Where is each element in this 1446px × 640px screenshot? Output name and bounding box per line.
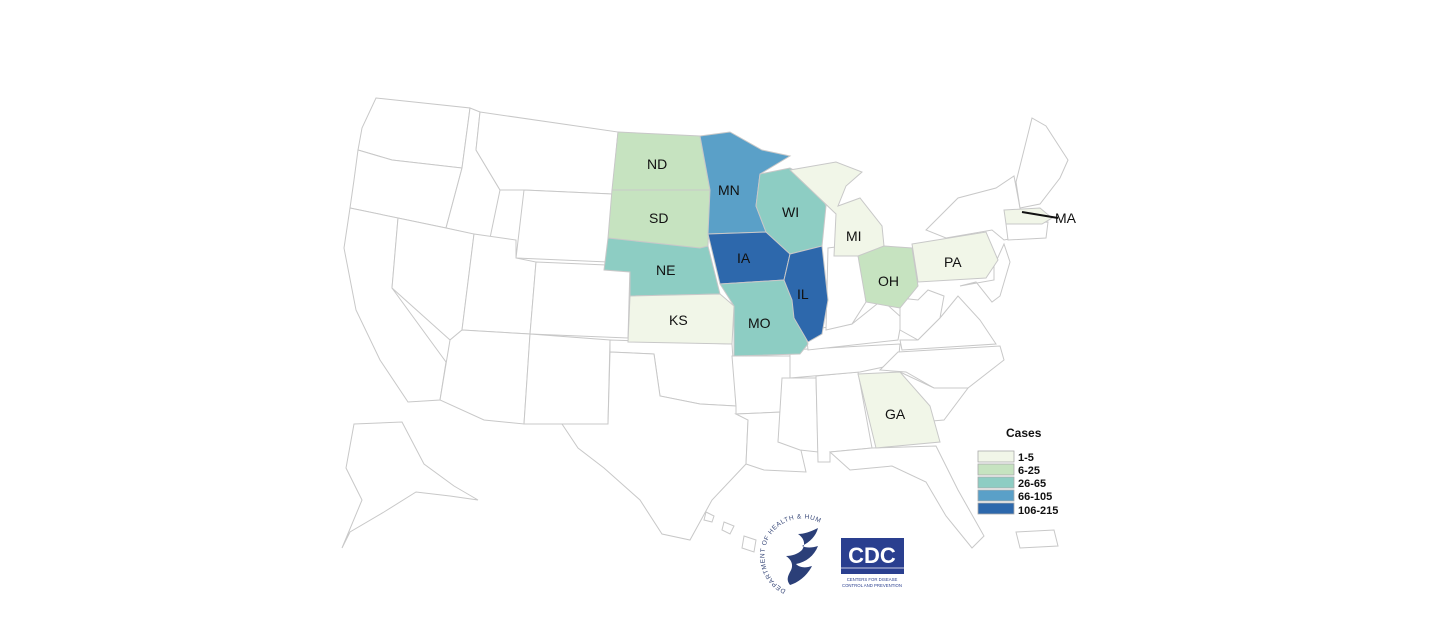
state-wi — [755, 167, 827, 255]
label-mi: MI — [846, 228, 862, 244]
legend-title: Cases — [1006, 426, 1042, 440]
label-pa: PA — [944, 254, 962, 270]
state-wv — [899, 289, 945, 341]
state-ct-ri — [1005, 221, 1049, 241]
legend-swatch-4 — [977, 489, 1015, 502]
label-ma: MA — [1055, 210, 1077, 226]
legend-label-4: 66-105 — [1018, 491, 1052, 503]
affected-states — [603, 131, 1053, 449]
unaffected-states — [341, 97, 1069, 553]
label-ks: KS — [669, 312, 688, 328]
cdc-tagline-1: CENTERS FOR DISEASE — [847, 577, 898, 582]
cdc-tagline-2: CONTROL AND PREVENTION — [842, 583, 902, 588]
state-wy — [515, 189, 613, 263]
state-pa — [911, 231, 999, 283]
state-co — [529, 261, 631, 339]
label-mn: MN — [718, 182, 740, 198]
state-hi — [703, 511, 757, 553]
state-mt — [475, 111, 619, 195]
state-az — [439, 329, 531, 425]
state-labels: ND SD NE KS MN IA MO WI IL MI OH PA MA G… — [647, 156, 1077, 422]
legend-swatch-3 — [977, 476, 1015, 489]
legend-label-1: 1-5 — [1018, 452, 1034, 464]
label-mo: MO — [748, 315, 771, 331]
state-va — [899, 295, 997, 351]
label-wi: WI — [782, 204, 799, 220]
legend-label-5: 106-215 — [1018, 505, 1058, 517]
state-il — [783, 245, 829, 343]
state-oh — [857, 245, 919, 309]
ma-leader-line — [1021, 211, 1059, 219]
label-ia: IA — [737, 250, 751, 266]
label-oh: OH — [878, 273, 899, 289]
legend-label-3: 26-65 — [1018, 478, 1046, 490]
state-tn — [789, 343, 901, 379]
legend-swatch-5 — [977, 502, 1015, 515]
state-tx — [561, 351, 749, 541]
state-ma — [1003, 207, 1053, 225]
label-nd: ND — [647, 156, 667, 172]
state-ak — [341, 421, 479, 549]
cdc-wordmark: CDC — [848, 543, 896, 568]
cdc-logo: CDC CENTERS FOR DISEASE CONTROL AND PREV… — [841, 538, 904, 588]
label-sd: SD — [649, 210, 668, 226]
state-fl — [828, 445, 985, 549]
state-ga — [857, 371, 941, 449]
legend-swatch-2 — [977, 463, 1015, 476]
eagle-icon — [786, 528, 818, 585]
state-ks — [627, 293, 735, 345]
state-mi — [788, 161, 885, 257]
state-ms — [777, 377, 819, 453]
label-il: IL — [797, 286, 809, 302]
state-pr — [1015, 529, 1059, 549]
state-nm — [523, 333, 611, 425]
legend-swatch-1 — [977, 450, 1015, 463]
label-ga: GA — [885, 406, 906, 422]
label-ne: NE — [656, 262, 675, 278]
legend-label-2: 6-25 — [1018, 465, 1040, 477]
map-legend: Cases 1-5 6-25 26-65 66-105 106-215 — [977, 426, 1058, 517]
state-vt-nh-me — [1015, 117, 1069, 209]
